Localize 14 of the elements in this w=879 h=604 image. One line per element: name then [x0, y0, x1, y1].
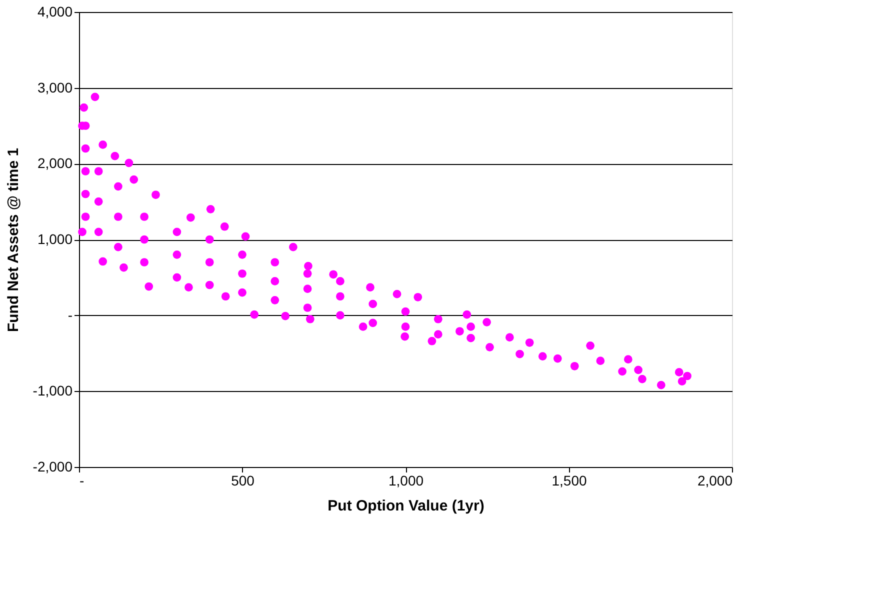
x-tick-label: 1,000	[388, 472, 424, 488]
y-tick-label: -1,000	[32, 382, 73, 399]
y-tick-label: 3,000	[37, 79, 73, 96]
y-tick-label: -2,000	[32, 458, 73, 474]
x-tick-label: 1,500	[552, 472, 587, 488]
y-tick-label: -	[68, 306, 73, 323]
x-tick-label: -	[80, 472, 84, 488]
y-tick-label: 1,000	[37, 231, 73, 247]
x-axis-title: Put Option Value (1yr)	[328, 498, 484, 514]
y-axis-title: Fund Net Assets @ time 1	[4, 148, 22, 332]
x-tick-label: 2,000	[697, 472, 733, 488]
x-tick-label: 500	[231, 472, 255, 488]
y-tick-label: 4,000	[37, 4, 73, 20]
y-tick-label: 2,000	[37, 155, 73, 172]
